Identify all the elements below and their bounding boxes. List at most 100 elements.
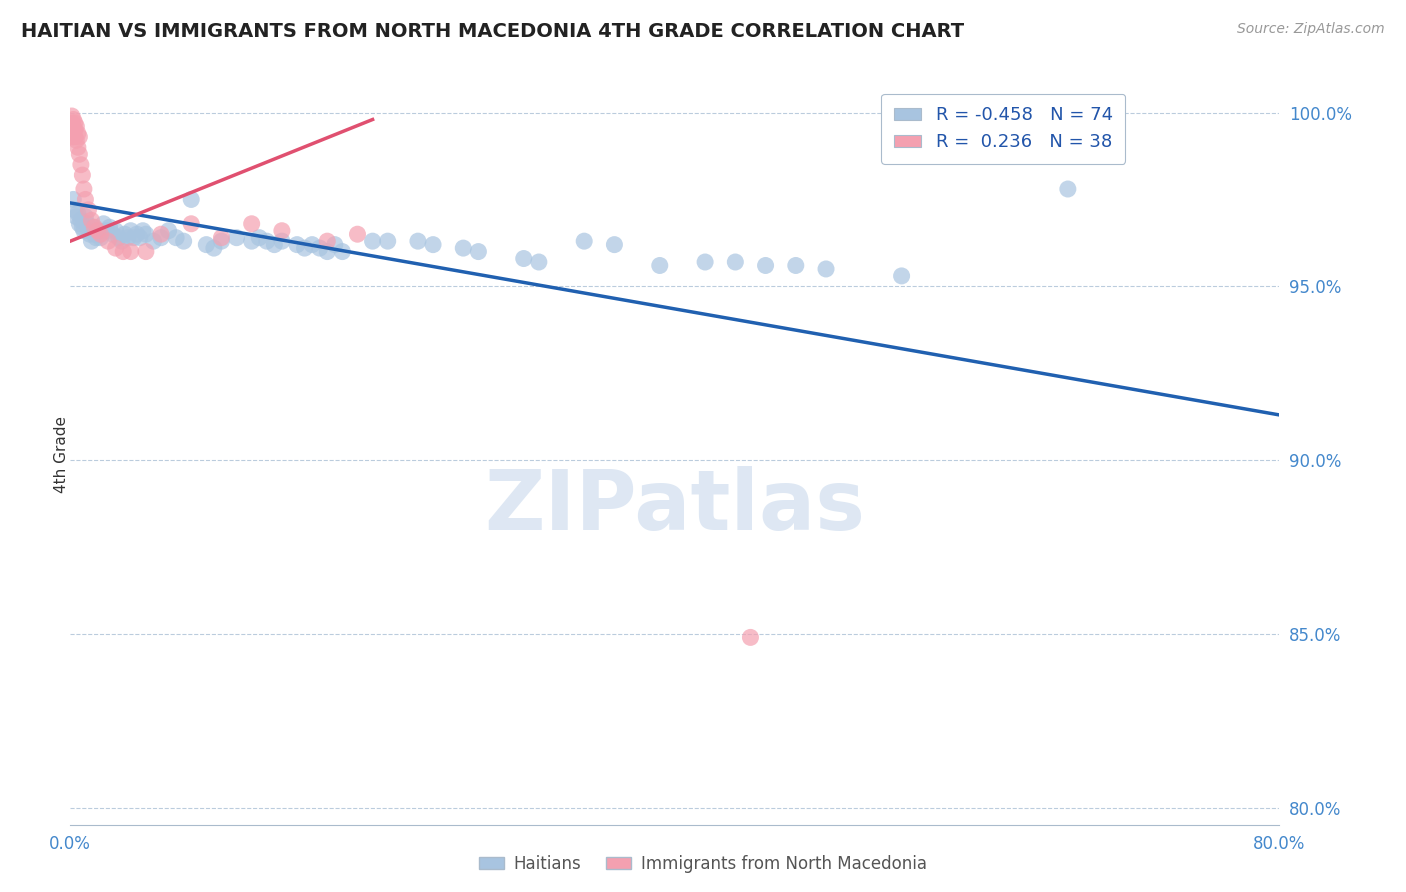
Point [332,244,354,259]
Point [377,234,399,248]
Point [527,255,550,269]
Point [60,123,83,137]
Point [240,217,263,231]
Point [132,224,155,238]
Point [83,220,105,235]
Point [422,237,444,252]
Point [316,244,339,259]
Point [211,230,233,244]
Point [107,230,129,244]
Point [60,116,83,130]
Text: ZIPatlas: ZIPatlas [485,467,865,548]
Point [80,213,103,227]
Point [453,241,475,255]
Point [574,234,596,248]
Point [112,244,135,259]
Point [114,227,136,242]
Point [60,109,83,123]
Point [211,234,233,248]
Point [150,230,172,244]
Point [66,140,89,154]
Point [79,227,101,242]
Point [890,268,912,283]
Point [135,227,157,242]
Point [648,259,671,273]
Point [125,227,148,242]
Point [84,230,107,244]
Point [70,213,93,227]
Point [63,116,86,130]
Point [67,217,90,231]
Point [256,234,278,248]
Point [104,224,127,238]
Legend: R = -0.458   N = 74, R =  0.236   N = 38: R = -0.458 N = 74, R = 0.236 N = 38 [882,94,1125,164]
Point [62,120,84,134]
Point [180,193,202,207]
Point [96,224,118,238]
Point [98,220,121,235]
Point [815,262,838,277]
Point [195,237,218,252]
Point [180,217,202,231]
Point [90,227,111,242]
Point [294,241,316,255]
Point [128,230,150,244]
Point [724,255,747,269]
Point [111,234,134,248]
Point [285,237,308,252]
Point [785,259,807,273]
Point [62,112,84,127]
Point [86,224,108,238]
Point [142,234,165,248]
Point [77,202,100,217]
Point [62,193,84,207]
Point [165,230,187,244]
Point [157,224,180,238]
Point [323,237,346,252]
Point [80,234,103,248]
Point [70,158,93,172]
Point [173,234,195,248]
Point [76,217,98,231]
Point [97,234,120,248]
Point [65,120,87,134]
Point [72,220,94,235]
Point [406,234,429,248]
Point [740,631,762,645]
Text: Source: ZipAtlas.com: Source: ZipAtlas.com [1237,22,1385,37]
Point [75,210,97,224]
Point [135,244,157,259]
Point [73,224,96,238]
Point [202,241,225,255]
Point [63,123,86,137]
Point [77,224,100,238]
Point [87,227,110,242]
Point [63,202,86,217]
Point [270,234,294,248]
Point [101,227,124,242]
Text: HAITIAN VS IMMIGRANTS FROM NORTH MACEDONIA 4TH GRADE CORRELATION CHART: HAITIAN VS IMMIGRANTS FROM NORTH MACEDON… [21,22,965,41]
Point [66,127,89,141]
Point [90,230,111,244]
Point [67,147,90,161]
Point [73,182,96,196]
Legend: Haitians, Immigrants from North Macedonia: Haitians, Immigrants from North Macedoni… [472,848,934,880]
Point [150,227,172,242]
Point [104,241,127,255]
Point [754,259,776,273]
Point [60,129,83,144]
Point [693,255,716,269]
Point [93,217,115,231]
Point [1329,397,1351,411]
Point [82,220,104,235]
Point [1057,182,1080,196]
Y-axis label: 4th Grade: 4th Grade [55,417,69,493]
Point [83,227,105,242]
Point [67,129,90,144]
Point [603,237,626,252]
Point [72,168,94,182]
Point [122,230,145,244]
Point [301,237,323,252]
Point [117,230,139,244]
Point [120,244,142,259]
